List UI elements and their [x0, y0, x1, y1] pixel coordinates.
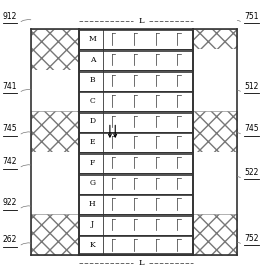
- Text: 262: 262: [3, 235, 17, 244]
- Bar: [193, 111, 237, 152]
- Text: 512: 512: [244, 82, 259, 91]
- Text: 912: 912: [3, 12, 17, 21]
- Bar: [31, 70, 79, 132]
- Bar: [31, 214, 79, 255]
- Text: 742: 742: [3, 157, 17, 166]
- Text: J: J: [91, 221, 94, 229]
- Text: 522: 522: [244, 168, 259, 177]
- Text: L: L: [139, 17, 144, 25]
- Text: K: K: [90, 241, 95, 249]
- Text: F: F: [90, 159, 95, 167]
- Text: A: A: [90, 56, 95, 64]
- Bar: [79, 132, 193, 135]
- Bar: [79, 49, 193, 52]
- Text: 922: 922: [3, 198, 17, 207]
- Bar: [79, 152, 193, 155]
- Text: 752: 752: [244, 234, 259, 243]
- Bar: [79, 111, 193, 114]
- Bar: [79, 29, 193, 255]
- Bar: [79, 173, 193, 176]
- Bar: [79, 91, 193, 93]
- Text: 751: 751: [244, 12, 259, 21]
- Text: D: D: [89, 118, 95, 125]
- Text: L: L: [139, 259, 144, 267]
- Text: G: G: [89, 179, 95, 187]
- Bar: [193, 214, 237, 255]
- Bar: [31, 29, 79, 70]
- Bar: [31, 111, 79, 152]
- Text: 741: 741: [3, 82, 17, 91]
- Text: B: B: [90, 76, 95, 84]
- Text: 745: 745: [244, 124, 259, 133]
- Bar: [79, 29, 193, 32]
- Bar: [79, 235, 193, 238]
- Bar: [193, 49, 237, 111]
- Text: M: M: [88, 35, 96, 43]
- Bar: [79, 193, 193, 196]
- Text: E: E: [90, 138, 95, 146]
- Text: H: H: [89, 200, 96, 208]
- Bar: [193, 29, 237, 49]
- Bar: [79, 214, 193, 217]
- Text: 745: 745: [3, 124, 17, 133]
- Bar: [193, 152, 237, 214]
- Text: C: C: [90, 97, 95, 105]
- Bar: [79, 70, 193, 73]
- Bar: [79, 253, 193, 255]
- Bar: [31, 152, 79, 214]
